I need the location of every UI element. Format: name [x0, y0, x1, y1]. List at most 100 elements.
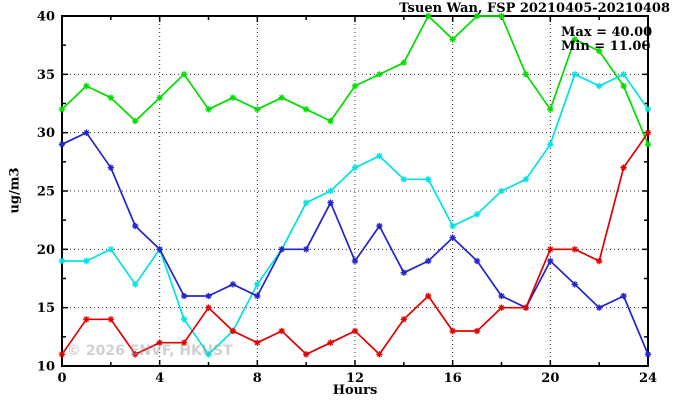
data-point [620, 164, 627, 171]
data-point [644, 106, 652, 113]
data-point [180, 71, 188, 78]
data-point [205, 292, 212, 300]
data-point [132, 222, 139, 230]
data-point [156, 246, 163, 253]
data-point [425, 176, 432, 183]
data-point [205, 106, 212, 113]
data-point [425, 12, 432, 20]
data-point [644, 141, 652, 148]
series-green-markers [58, 12, 652, 148]
data-point [327, 339, 334, 346]
x-tick-label: 16 [444, 371, 462, 386]
data-point [571, 281, 578, 288]
data-point [58, 141, 66, 148]
data-point [595, 82, 603, 90]
data-point [620, 71, 627, 78]
legend-min-label: Min = 11.00 [561, 39, 651, 54]
data-point [547, 106, 554, 113]
y-tick-label: 15 [37, 301, 55, 316]
data-point [644, 351, 652, 358]
y-axis-title: ug/m3 [7, 167, 23, 214]
data-point [595, 47, 603, 55]
x-tick-label: 0 [57, 371, 66, 386]
data-point [351, 164, 359, 171]
data-point [351, 327, 359, 335]
x-axis-title: Hours [332, 383, 378, 398]
x-tick-label: 24 [639, 371, 657, 386]
data-point [425, 292, 432, 300]
data-point [132, 117, 139, 125]
data-point [400, 59, 408, 66]
series-cyan-markers [58, 71, 652, 358]
data-point [180, 339, 188, 346]
data-point [498, 12, 505, 20]
series-red-markers [58, 129, 652, 358]
data-point [156, 94, 163, 101]
data-point [229, 327, 237, 335]
data-point [58, 106, 66, 113]
data-point [449, 36, 456, 43]
data-point [254, 281, 261, 288]
data-point [376, 351, 383, 358]
data-point [83, 316, 90, 323]
data-point [644, 129, 652, 136]
data-point [107, 164, 115, 171]
data-point [400, 316, 408, 323]
data-point [376, 71, 383, 78]
data-point [58, 351, 66, 358]
data-point [595, 257, 603, 265]
y-tick-label: 25 [37, 185, 55, 200]
data-point [449, 234, 456, 241]
data-point [302, 106, 310, 113]
legend-max-label: Max = 40.00 [561, 25, 653, 40]
data-point [229, 94, 237, 101]
data-point [132, 281, 139, 288]
data-point [473, 12, 481, 20]
data-point [107, 94, 115, 101]
data-point [522, 304, 530, 311]
chart-title: Tsuen Wan, FSP 20210405-20210408 [399, 1, 670, 16]
data-point [522, 176, 530, 183]
data-point [473, 327, 481, 335]
data-point [498, 187, 505, 195]
data-point [351, 82, 359, 90]
data-point [302, 351, 310, 358]
y-tick-label: 30 [37, 126, 55, 141]
data-point [571, 246, 578, 253]
watermark: © 2026 ENVF, HKUST [67, 343, 233, 359]
x-tick-label: 8 [253, 371, 262, 386]
y-tick-label: 40 [37, 10, 55, 25]
y-tick-label: 10 [37, 360, 55, 375]
data-point [58, 257, 66, 265]
data-point [83, 129, 90, 136]
data-point [302, 246, 310, 253]
data-point [498, 292, 505, 300]
x-tick-label: 20 [541, 371, 559, 386]
data-point [327, 199, 334, 206]
data-point [376, 152, 383, 160]
legend-box: Max = 40.00 Min = 11.00 [561, 26, 652, 54]
data-point [620, 292, 627, 300]
data-point [180, 316, 188, 323]
x-tick-label: 12 [346, 371, 364, 386]
data-point [278, 246, 285, 253]
data-point [351, 257, 359, 265]
data-point [205, 351, 212, 358]
data-point [254, 292, 261, 300]
data-point [620, 82, 627, 90]
data-point [83, 257, 90, 265]
data-point [595, 304, 603, 311]
data-point [107, 246, 115, 253]
data-point [547, 246, 554, 253]
data-point [498, 304, 505, 311]
data-point [132, 351, 139, 358]
data-point [449, 222, 456, 230]
data-point [327, 117, 334, 125]
series-blue-markers [58, 129, 652, 358]
data-point [254, 106, 261, 113]
data-point [571, 71, 578, 78]
y-tick-label: 20 [37, 243, 55, 258]
data-point [571, 36, 578, 43]
data-point [522, 71, 530, 78]
